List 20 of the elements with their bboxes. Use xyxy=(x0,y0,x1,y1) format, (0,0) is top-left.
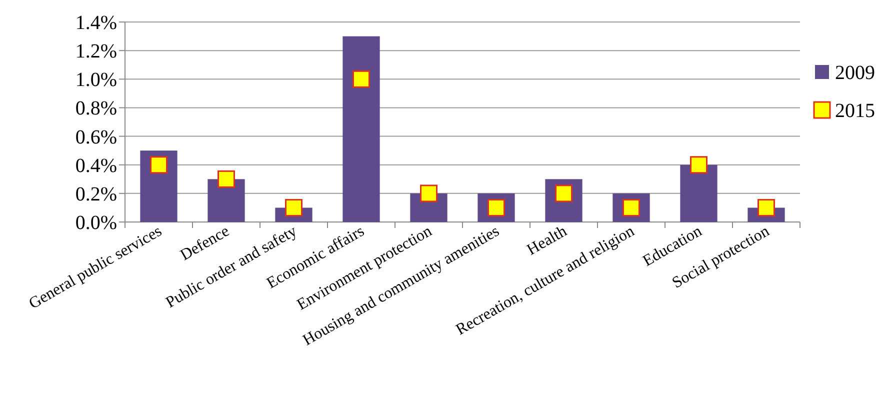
y-tick-label: 1.0% xyxy=(75,69,117,92)
point xyxy=(420,184,438,202)
point xyxy=(218,170,235,188)
y-tick-label: 1.2% xyxy=(75,40,117,63)
legend-label: 2009 xyxy=(835,62,875,84)
bar xyxy=(208,179,245,222)
y-tick-label: 0.0% xyxy=(75,212,117,234)
y-tick-label: 1.4% xyxy=(75,12,117,34)
point xyxy=(150,156,168,174)
bar xyxy=(342,36,380,222)
point xyxy=(285,198,302,216)
point xyxy=(690,156,708,174)
bar xyxy=(680,164,718,222)
y-tick-label: 0.4% xyxy=(75,154,117,177)
y-tick-label: 0.2% xyxy=(75,183,117,206)
legend-label: 2015 xyxy=(835,100,875,122)
y-tick-label: 0.6% xyxy=(75,126,117,148)
point xyxy=(352,70,370,88)
point xyxy=(758,198,775,216)
y-tick-label: 0.8% xyxy=(75,98,117,120)
